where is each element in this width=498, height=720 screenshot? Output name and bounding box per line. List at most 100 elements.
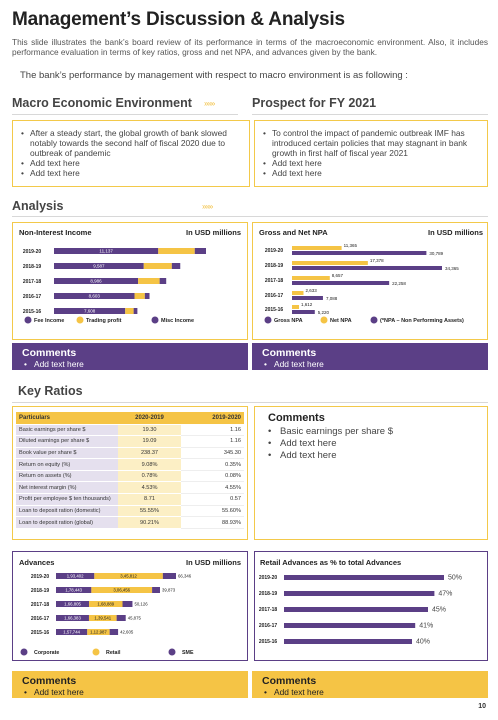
data-label: 50,126 (134, 602, 148, 607)
comments-item: Add text here (22, 359, 238, 369)
bar (292, 266, 442, 270)
tick-label: 2015-16 (265, 307, 284, 313)
legend-swatch (320, 316, 328, 324)
data-label: 9,587 (93, 264, 105, 269)
table-row: Net interest margin (%) 4.53% 4.55% (16, 481, 244, 495)
intro-text: This slide illustrates the bank’s board … (12, 37, 488, 57)
table-cell: 1.16 (181, 424, 244, 437)
table-cell: Return on equity (%) (16, 458, 118, 471)
legend-label: SME (182, 650, 194, 656)
legend-label: Misc Income (161, 318, 194, 324)
data-label: 34,365 (445, 266, 459, 271)
chart-title: Gross and Net NPA (259, 228, 328, 237)
table-header: Particulars (16, 412, 118, 425)
tick-label: 2017-18 (23, 279, 42, 285)
data-label: 45% (432, 607, 446, 614)
bar (94, 573, 163, 579)
data-label: 8,657 (332, 273, 344, 278)
data-label: 22,258 (392, 281, 406, 286)
comments-title: Comments (22, 675, 77, 687)
bar (138, 278, 160, 284)
table-cell: 345.30 (181, 447, 244, 460)
divider (12, 216, 488, 217)
tick-label: 2017-18 (259, 607, 278, 613)
data-label: 3,45,812 (120, 574, 137, 579)
chart-unit: In USD millions (186, 228, 242, 237)
data-label: 1,68,889 (97, 602, 114, 607)
tick-label: 2017-18 (265, 278, 284, 284)
bar (122, 601, 133, 607)
table-cell: 9.08% (118, 458, 181, 471)
data-label: 42,605 (120, 630, 134, 635)
legend-label: Fee Income (34, 318, 64, 324)
bar (56, 615, 89, 621)
divider (12, 114, 238, 115)
bar (162, 573, 176, 579)
bar (159, 278, 167, 284)
data-label: 41% (419, 623, 433, 630)
bar (171, 263, 181, 269)
legend-label: Corporate (34, 650, 59, 656)
bar (88, 615, 117, 621)
comments-item: Add text here (262, 438, 393, 450)
bar (133, 308, 138, 314)
bar (292, 261, 368, 265)
legend-swatch (370, 316, 378, 324)
prospect-item: Add text here (263, 168, 479, 178)
table-header: 2019-2020 (181, 412, 244, 425)
bar (87, 629, 110, 635)
comments-box: Comments Add text here (252, 671, 488, 698)
legend-label: Retail (106, 650, 121, 656)
tick-label: 2019-20 (23, 249, 42, 255)
legend-swatch (92, 648, 100, 656)
advances-chart: 2019-20 1,93,402 3,45,812 66,346 2018-19 1,78… (20, 573, 194, 656)
bar (91, 587, 153, 593)
legend-swatch (264, 316, 272, 324)
tick-label: 2016-17 (23, 294, 42, 300)
comments-item: Basic earnings per share $ (262, 426, 393, 438)
bar (284, 607, 428, 612)
chart-title: Advances (19, 558, 55, 567)
section-prospect-label: Prospect for FY 2021 (252, 96, 377, 110)
chevron-right-icon: »»» (204, 99, 215, 108)
key-ratios-table: Particulars 2020-2019 2019-2020 Basic ea… (16, 412, 244, 529)
bar (56, 629, 88, 635)
section-analysis: Analysis »»» (12, 199, 213, 213)
table-cell: Net interest margin (%) (16, 481, 118, 495)
data-label: 17,378 (370, 258, 384, 263)
macro-item: After a steady start, the global growth … (21, 128, 241, 158)
table-cell: Loan to deposit ration (global) (16, 516, 118, 529)
legend-swatch (24, 316, 32, 324)
comments-item: Add text here (262, 450, 393, 462)
table-cell: Book value per share $ (16, 447, 118, 460)
bar (284, 623, 416, 628)
legend-label: Trading profit (86, 318, 122, 324)
bar (292, 251, 427, 255)
bar (158, 248, 195, 254)
data-label: 7,608 (84, 309, 96, 314)
table-row: Loan to deposit ration (domestic) 55.55% 5… (16, 505, 244, 518)
table-cell: 19.30 (118, 424, 181, 437)
comments-item: Add text here (262, 359, 478, 369)
data-label: 50% (448, 575, 462, 582)
tick-label: 2018-19 (265, 263, 284, 269)
legend-label: (*NPA – Non Performing Assets) (380, 318, 464, 324)
table-cell: 0.57 (181, 493, 244, 506)
comments-title: Comments (262, 347, 317, 359)
table-row: Book value per share $238.37 345.30 (16, 447, 244, 460)
legend-label: Net NPA (330, 318, 352, 324)
tick-label: 2019-20 (31, 574, 50, 580)
section-prospect: Prospect for FY 2021 (252, 96, 376, 110)
section-macro: Macro Economic Environment »»» (12, 96, 215, 110)
data-label: 1,12,987 (90, 630, 107, 635)
bar (152, 587, 160, 593)
comments-box: Comments Add text here (12, 671, 248, 698)
bar (284, 575, 444, 580)
legend-swatch (20, 648, 28, 656)
data-label: 8,986 (90, 279, 102, 284)
tick-label: 2018-19 (23, 264, 42, 270)
data-label: 1,39,541 (94, 616, 111, 621)
table-cell: 4.55% (181, 481, 244, 495)
bar (292, 305, 300, 309)
table-cell: 88.93% (181, 516, 244, 529)
